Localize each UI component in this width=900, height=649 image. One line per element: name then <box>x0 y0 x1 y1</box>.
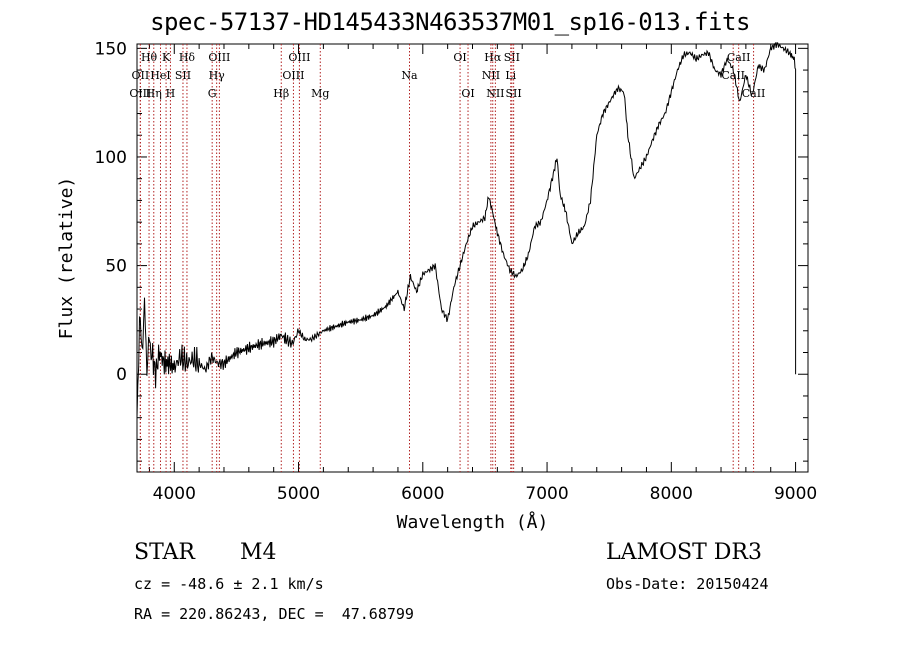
object-class: STAR <box>134 540 195 565</box>
spectral-line-label: Mg <box>311 87 329 100</box>
spectral-line-label: NII <box>482 69 500 82</box>
spectral-line-label: OIII <box>288 51 310 64</box>
spectral-line-label: K <box>162 51 171 64</box>
axis-labels: Wavelength (Å) Flux (relative) <box>56 177 548 533</box>
y-tick-label: 50 <box>105 257 127 277</box>
spectral-line-label: Hη <box>146 87 162 100</box>
object-subclass: M4 <box>240 540 277 565</box>
x-tick-label: 8000 <box>650 484 693 504</box>
x-tick-label: 5000 <box>277 484 320 504</box>
plot-axes: 4000 5000 6000 7000 8000 9000 0 50 100 150 <box>95 39 818 504</box>
spectral-line-label: SII <box>506 87 522 100</box>
x-axis-label: Wavelength (Å) <box>397 511 549 533</box>
y-tick-label: 0 <box>116 365 127 385</box>
spectral-line-label: CaII <box>742 87 766 100</box>
spectral-line-label: Hα <box>484 51 502 64</box>
spectral-line-label: Hβ <box>273 87 289 100</box>
spectral-line-label: H <box>166 87 176 100</box>
x-tick-label: 7000 <box>525 484 568 504</box>
spectral-line-label: CaII <box>727 51 751 64</box>
flux-line <box>136 41 797 418</box>
spectral-line-label: SII <box>175 69 191 82</box>
spectral-line-label: OI <box>453 51 466 64</box>
flux-series <box>136 41 797 418</box>
plot-frame <box>136 43 809 473</box>
redshift-cz: cz = -48.6 ± 2.1 km/s <box>134 575 324 593</box>
x-tick-label: 6000 <box>401 484 444 504</box>
x-tick-label: 4000 <box>153 484 196 504</box>
spectral-line-label: SII <box>504 51 520 64</box>
spectral-line-label: G <box>208 87 217 100</box>
spectral-line-label: Hθ <box>141 51 158 64</box>
spectral-line-label: Li <box>505 69 516 82</box>
spectral-line-label: OIII <box>282 69 304 82</box>
x-tick-label: 9000 <box>774 484 817 504</box>
spectral-line-label: OIII <box>208 51 230 64</box>
spectral-line-label: OI <box>461 87 474 100</box>
spectral-line-label: Na <box>401 69 418 82</box>
spectral-line-label: NII <box>486 87 504 100</box>
spectral-line-label: Hγ <box>209 69 226 82</box>
obs-date: Obs-Date: 20150424 <box>606 575 769 593</box>
spectral-line-label: CaII <box>721 69 745 82</box>
survey-name: LAMOST DR3 <box>606 540 762 565</box>
spectral-line-label: OIII <box>129 87 151 100</box>
y-axis-label: Flux (relative) <box>56 177 77 340</box>
y-tick-label: 100 <box>95 148 127 168</box>
coordinates: RA = 220.86243, DEC = 47.68799 <box>134 605 414 623</box>
spectral-line-label: Hδ <box>179 51 196 64</box>
chart-title: spec-57137-HD145433N463537M01_sp16-013.f… <box>150 8 750 36</box>
y-tick-label: 150 <box>95 39 127 59</box>
